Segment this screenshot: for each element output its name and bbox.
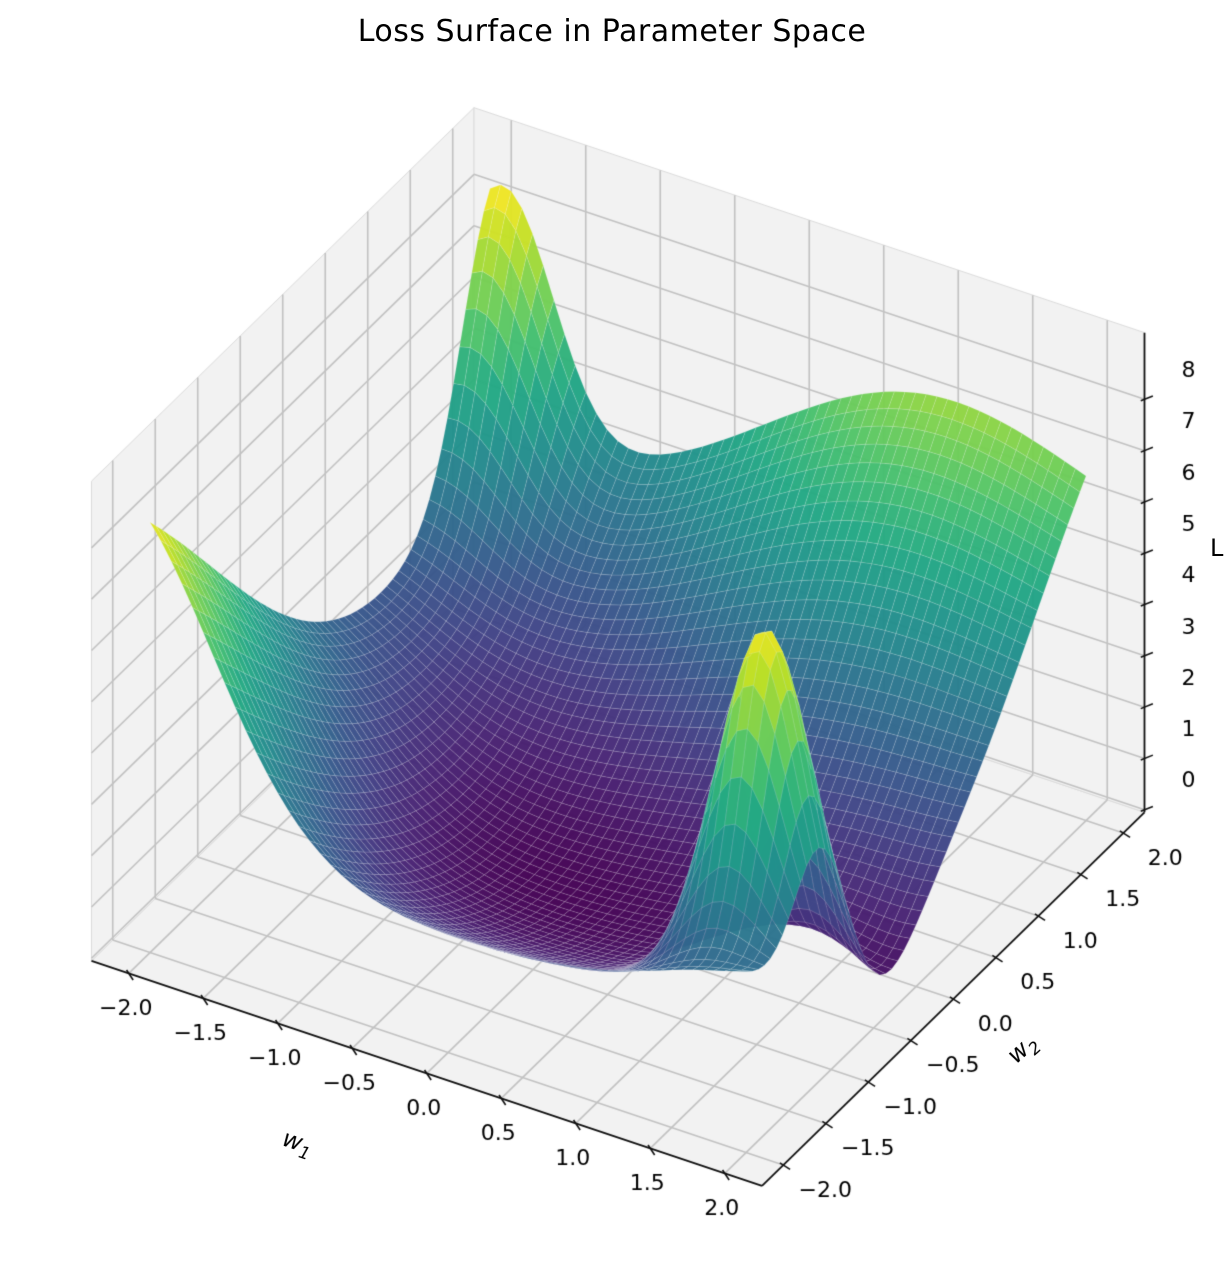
z-axis-label: L: [1210, 534, 1224, 562]
chart-title: Loss Surface in Parameter Space: [357, 14, 867, 49]
